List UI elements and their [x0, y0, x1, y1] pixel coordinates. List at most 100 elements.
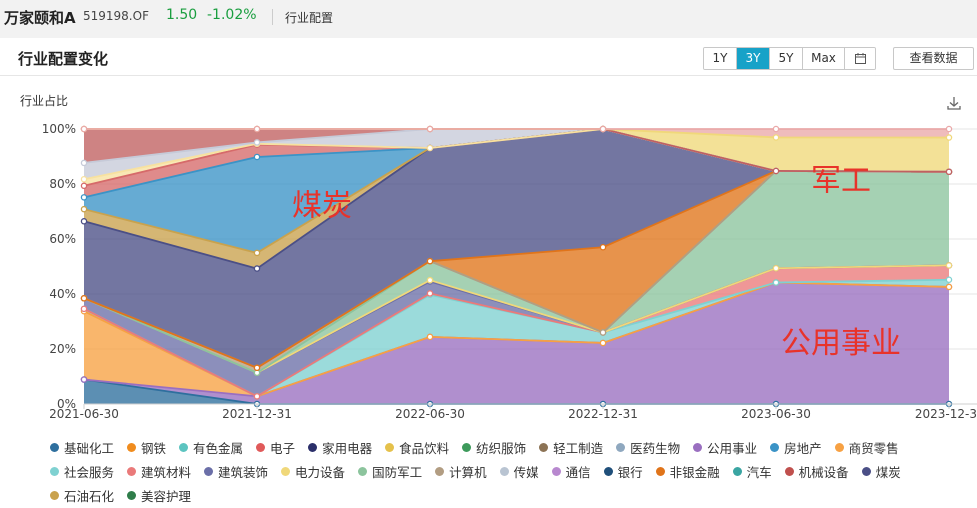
data-point [599, 125, 607, 133]
legend-item[interactable]: 家用电器 [308, 437, 372, 457]
legend-label: 石油石化 [64, 488, 115, 504]
legend-label: 通信 [565, 464, 591, 480]
x-tick-label: 2023-06-30 [741, 407, 811, 420]
legend-swatch [462, 442, 472, 452]
data-point [945, 125, 953, 133]
x-tick-label: 2021-12-31 [222, 407, 292, 420]
legend-item[interactable]: 计算机 [435, 461, 487, 481]
legend-label: 银行 [617, 464, 643, 480]
legend-label: 建筑材料 [141, 464, 192, 480]
legend-item[interactable]: 电力设备 [281, 461, 345, 481]
legend-label: 商贸零售 [848, 440, 899, 456]
data-point [253, 153, 261, 161]
legend-item[interactable]: 钢铁 [127, 437, 166, 457]
header-divider [272, 9, 273, 25]
legend-label: 钢铁 [141, 440, 167, 456]
area-layer [84, 279, 949, 397]
legend-item[interactable]: 国防军工 [358, 461, 422, 481]
view-data-button[interactable]: 查看数据 [893, 47, 974, 70]
legend-item[interactable]: 煤炭 [861, 461, 901, 481]
legend-swatch [603, 466, 613, 476]
fund-price: 1.50 [166, 7, 198, 23]
area-layer [84, 129, 949, 253]
legend-swatch [693, 442, 703, 452]
legend-item[interactable]: 通信 [551, 461, 591, 481]
legend-item[interactable]: 商贸零售 [834, 437, 899, 457]
legend-label: 纺织服饰 [476, 440, 527, 456]
legend-item[interactable]: 电子 [256, 437, 295, 457]
range-5y-button[interactable]: 5Y [770, 48, 803, 69]
legend-item[interactable]: 美容护理 [127, 485, 191, 505]
legend-item[interactable]: 机械设备 [784, 461, 849, 481]
x-tick-label: 2021-06-30 [49, 407, 119, 420]
legend-swatch [127, 490, 137, 500]
legend-label: 非银金融 [669, 464, 720, 480]
data-point [772, 134, 780, 141]
panel-divider [0, 75, 977, 76]
fund-change: -1.02% [207, 7, 257, 23]
legend-item[interactable]: 传媒 [499, 461, 539, 481]
data-point [599, 243, 607, 251]
legend-item[interactable]: 社会服务 [50, 461, 114, 481]
data-point [772, 125, 780, 133]
legend-item[interactable]: 轻工制造 [539, 437, 603, 457]
chart-annotation: 军工 [811, 164, 871, 199]
range-3y-button[interactable]: 3Y [737, 48, 770, 69]
data-point [80, 194, 88, 201]
legend-swatch [308, 442, 318, 452]
data-point [426, 290, 434, 297]
legend-item[interactable]: 有色金属 [179, 437, 243, 457]
fund-header: 万家颐和A 519198.OF 1.50 -1.02% 行业配置 [0, 0, 977, 38]
legend-label: 美容护理 [141, 488, 192, 504]
area-layer [84, 170, 949, 368]
legend-item[interactable]: 石油石化 [50, 485, 114, 505]
x-tick-label: 2023-12-3 [915, 407, 977, 420]
legend-swatch [551, 466, 561, 476]
legend-swatch [127, 466, 137, 476]
data-point [80, 182, 88, 190]
legend-swatch [204, 466, 214, 476]
data-point [80, 205, 88, 213]
legend-label: 汽车 [746, 464, 772, 480]
legend-item[interactable]: 建筑材料 [127, 461, 191, 481]
calendar-button[interactable] [845, 48, 875, 69]
legend-item[interactable]: 纺织服饰 [462, 437, 526, 457]
legend-swatch [385, 442, 395, 452]
range-max-button[interactable]: Max [803, 48, 845, 69]
legend-item[interactable]: 食品饮料 [385, 437, 449, 457]
data-point [772, 279, 780, 286]
data-point [945, 276, 953, 284]
legend-item[interactable]: 汽车 [732, 461, 772, 481]
legend-item[interactable]: 公用事业 [693, 437, 757, 457]
legend-swatch [616, 442, 626, 452]
calendar-icon [854, 53, 866, 64]
download-button[interactable] [946, 95, 962, 115]
area-layer [84, 170, 949, 373]
chart-legend: 基础化工 钢铁 有色金属 电子 家用电器 食品饮料 纺织服饰 轻工制造 医药生物 公用事业 房地产 商… [50, 437, 970, 505]
legend-item[interactable]: 非银金融 [655, 461, 720, 481]
legend-swatch [50, 490, 59, 500]
y-axis-title: 行业占比 [20, 94, 69, 108]
legend-item[interactable]: 银行 [603, 461, 643, 481]
range-1y-button[interactable]: 1Y [704, 48, 737, 69]
download-icon [947, 97, 961, 110]
y-tick-label: 100% [42, 122, 76, 136]
data-point [772, 167, 780, 175]
fund-code: 519198.OF [83, 9, 149, 23]
legend-label: 电子 [270, 440, 296, 456]
legend-item[interactable]: 房地产 [770, 437, 822, 457]
area-layer [84, 282, 949, 404]
legend-item[interactable]: 基础化工 [50, 437, 114, 457]
fund-name[interactable]: 万家颐和A [4, 9, 76, 27]
area-layer [84, 282, 949, 397]
area-layer [84, 129, 949, 180]
x-tick-label: 2022-12-31 [568, 407, 638, 420]
legend-swatch [861, 466, 871, 476]
data-point [253, 364, 261, 372]
legend-label: 国防军工 [372, 464, 423, 480]
legend-item[interactable]: 医药生物 [616, 437, 680, 457]
data-point [945, 134, 953, 141]
legend-item[interactable]: 建筑装饰 [204, 461, 268, 481]
y-tick-label: 60% [49, 232, 76, 246]
data-point [426, 257, 434, 265]
